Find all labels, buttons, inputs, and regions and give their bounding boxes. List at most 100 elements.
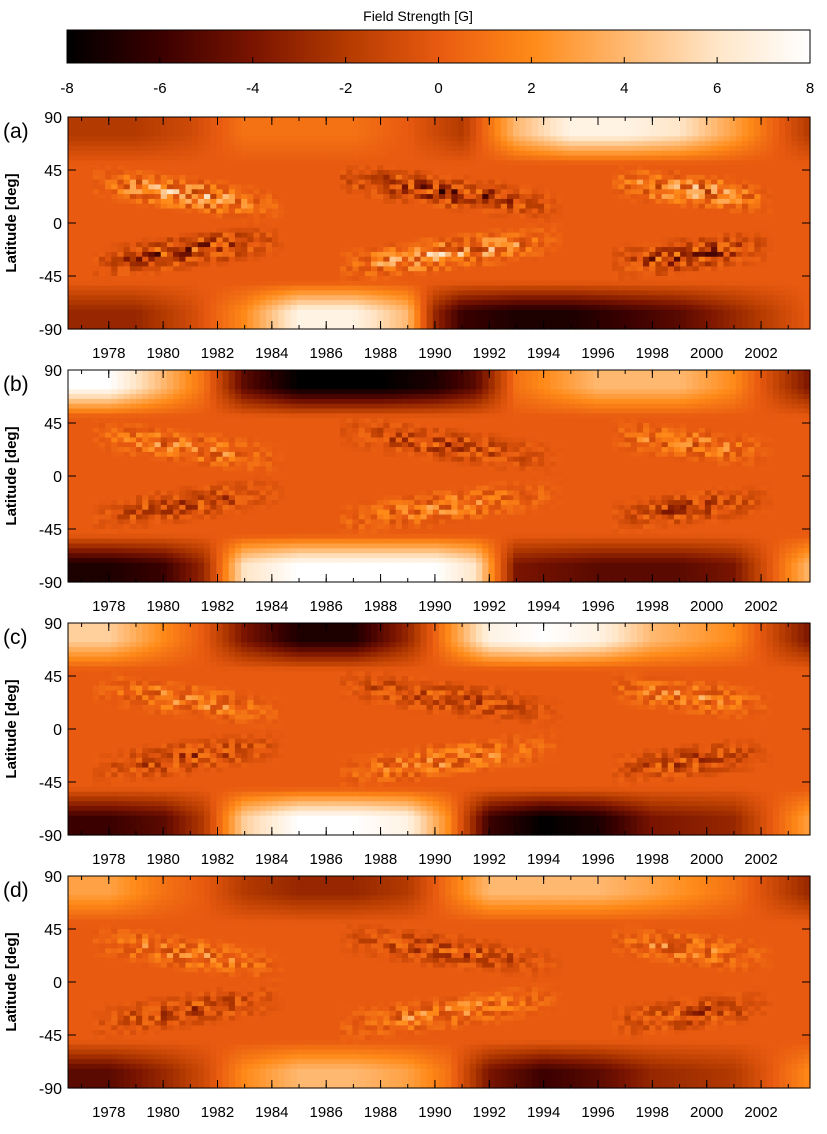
panel-a: (a) Latitude [deg] 90 45 0 -45 -90 1978 1980 1982…	[3, 110, 811, 362]
y-tick-label: 90	[44, 869, 62, 886]
x-tick-label: 1988	[364, 598, 397, 615]
x-tick-label: 2000	[690, 851, 723, 868]
x-tick-label: 1986	[310, 1104, 343, 1121]
x-tick-label: 1986	[310, 851, 343, 868]
panel-c: (c) Latitude [deg] 90 45 0 -45 -90 1978 1980 1982…	[3, 616, 811, 868]
x-tick-label: 1978	[92, 1104, 125, 1121]
x-tick-label: 1986	[310, 345, 343, 362]
x-tick-label: 1980	[146, 1104, 179, 1121]
x-tick-label: 1984	[255, 345, 288, 362]
colorbar-tick-label: 8	[806, 80, 814, 97]
x-tick-label: 1980	[146, 345, 179, 362]
y-tick-label: -90	[39, 575, 62, 592]
y-tick-label: 0	[53, 216, 62, 233]
x-tick-label: 1984	[255, 851, 288, 868]
y-tick-label: 0	[53, 975, 62, 992]
colorbar-tick-label: 2	[527, 80, 535, 97]
panel-label: (a)	[3, 120, 29, 143]
y-tick-label: 90	[44, 110, 62, 127]
x-tick-label: 1988	[364, 851, 397, 868]
colorbar-tick-label: -4	[246, 80, 259, 97]
x-tick-label: 1980	[146, 851, 179, 868]
y-tick-label: 45	[44, 163, 62, 180]
colorbar-title: Field Strength [G]	[363, 8, 473, 24]
x-tick-label: 1992	[473, 851, 506, 868]
y-tick-label: -90	[39, 828, 62, 845]
x-tick-label: 1992	[473, 598, 506, 615]
x-tick-label: 2002	[744, 598, 777, 615]
x-tick-label: 1982	[201, 598, 234, 615]
colorbar-tick-label: 4	[620, 80, 628, 97]
x-tick-label: 2000	[690, 345, 723, 362]
x-tick-label: 1994	[527, 598, 560, 615]
y-tick-label: -90	[39, 1081, 62, 1098]
colorbar-tick-label: 0	[434, 80, 442, 97]
y-tick-label: -45	[39, 1028, 62, 1045]
x-tick-label: 1990	[418, 851, 451, 868]
x-tick-label: 2002	[744, 345, 777, 362]
panel-b: (b) Latitude [deg] 90 45 0 -45 -90 1978 1980 1982…	[3, 363, 811, 615]
y-tick-label: 45	[44, 416, 62, 433]
y-tick-label: 90	[44, 363, 62, 380]
heatmap-cells	[68, 370, 811, 583]
x-tick-label: 1982	[201, 1104, 234, 1121]
y-axis-label: Latitude [deg]	[3, 679, 20, 778]
x-tick-label: 1994	[527, 345, 560, 362]
x-tick-label: 1988	[364, 1104, 397, 1121]
x-tick-label: 1998	[636, 851, 669, 868]
x-tick-label: 1998	[636, 1104, 669, 1121]
panel-label: (d)	[3, 879, 29, 902]
x-tick-label: 2000	[690, 1104, 723, 1121]
y-tick-label: -45	[39, 269, 62, 286]
colorbar-tick-label: -2	[339, 80, 352, 97]
heatmap-cells	[68, 117, 811, 330]
y-tick-label: 45	[44, 922, 62, 939]
x-tick-label: 1992	[473, 345, 506, 362]
colorbar-tick-label: -6	[153, 80, 166, 97]
x-tick-label: 1984	[255, 1104, 288, 1121]
x-tick-label: 1978	[92, 598, 125, 615]
panel-label: (c)	[3, 626, 28, 649]
x-tick-label: 1998	[636, 345, 669, 362]
y-tick-label: -90	[39, 322, 62, 339]
x-tick-label: 1994	[527, 851, 560, 868]
x-tick-label: 1990	[418, 598, 451, 615]
panel-label: (b)	[3, 373, 29, 396]
x-tick-label: 1982	[201, 851, 234, 868]
y-axis-label: Latitude [deg]	[3, 426, 20, 525]
x-tick-label: 1978	[92, 851, 125, 868]
x-tick-label: 1996	[581, 598, 614, 615]
y-tick-label: 90	[44, 616, 62, 633]
x-tick-label: 1978	[92, 345, 125, 362]
y-axis-label: Latitude [deg]	[3, 173, 20, 272]
x-tick-label: 1982	[201, 345, 234, 362]
x-tick-label: 2002	[744, 851, 777, 868]
x-tick-label: 2002	[744, 1104, 777, 1121]
x-tick-label: 1998	[636, 598, 669, 615]
x-tick-label: 1980	[146, 598, 179, 615]
colorbar: Field Strength [G] -8 -6 -4 -2 0 2 4 6 8	[60, 8, 814, 97]
x-tick-label: 1992	[473, 1104, 506, 1121]
x-tick-label: 1996	[581, 851, 614, 868]
colorbar-tick-label: -8	[60, 80, 73, 97]
x-tick-label: 1990	[418, 1104, 451, 1121]
x-tick-label: 1988	[364, 345, 397, 362]
x-tick-label: 1996	[581, 1104, 614, 1121]
x-tick-label: 1984	[255, 598, 288, 615]
y-tick-label: 0	[53, 722, 62, 739]
y-tick-label: 45	[44, 669, 62, 686]
x-tick-label: 1986	[310, 598, 343, 615]
y-tick-label: 0	[53, 469, 62, 486]
x-tick-label: 1994	[527, 1104, 560, 1121]
x-tick-label: 1990	[418, 345, 451, 362]
x-tick-label: 2000	[690, 598, 723, 615]
heatmap-cells	[68, 876, 811, 1089]
x-tick-label: 1996	[581, 345, 614, 362]
heatmap-cells	[68, 623, 811, 836]
y-tick-label: -45	[39, 775, 62, 792]
panel-d: (d) Latitude [deg] 90 45 0 -45 -90 1978 1980 1982…	[3, 869, 811, 1121]
colorbar-tick-label: 6	[713, 80, 721, 97]
y-tick-label: -45	[39, 522, 62, 539]
y-axis-label: Latitude [deg]	[3, 932, 20, 1031]
